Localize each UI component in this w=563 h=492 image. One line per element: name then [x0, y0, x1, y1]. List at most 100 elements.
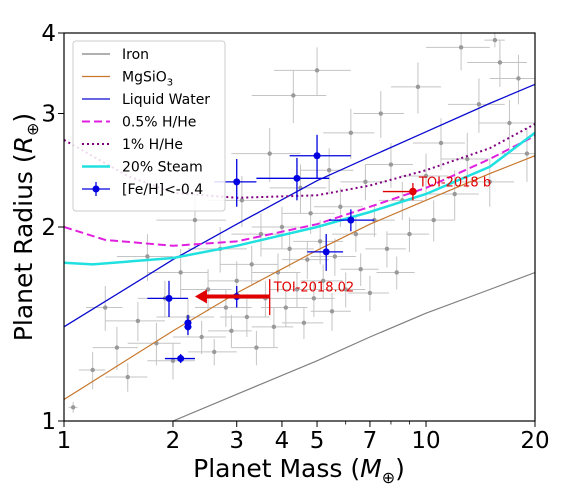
- legend-entry: 0.5% H/He: [122, 115, 196, 131]
- point-marker: [103, 305, 108, 310]
- background-point: [376, 256, 415, 290]
- series-point: [307, 234, 344, 271]
- point-marker: [431, 217, 436, 223]
- composition-curves: [64, 83, 535, 421]
- background-point: [426, 170, 479, 221]
- background-point: [365, 231, 406, 268]
- point-marker: [229, 328, 234, 334]
- background-point: [323, 272, 366, 308]
- y-axis-label: Planet Radius (R⊕): [9, 113, 42, 341]
- background-point: [220, 245, 278, 285]
- point-marker: [70, 405, 76, 410]
- toi-2018-highlights: TOI-2018 b TOI-2018.02: [194, 176, 491, 316]
- x-tick-label: 4: [275, 428, 290, 454]
- point-marker: [234, 278, 239, 284]
- legend-box: [72, 40, 226, 212]
- background-point: [332, 217, 377, 252]
- point-marker: [438, 140, 444, 146]
- point-marker: [135, 318, 141, 324]
- point-marker: [90, 367, 95, 373]
- x-tick-label: 7: [363, 428, 378, 454]
- point-marker: [516, 76, 521, 81]
- background-point: [260, 231, 314, 268]
- series-marker: [177, 355, 185, 363]
- background-point: [180, 269, 232, 312]
- x-tick-label: 5: [310, 428, 325, 454]
- point-marker: [458, 45, 464, 50]
- point-marker: [314, 68, 320, 73]
- point-marker: [384, 246, 390, 252]
- x-axis-label: Planet Mass (M⊕): [193, 454, 405, 487]
- series-point: [184, 318, 192, 335]
- background-point: [260, 289, 308, 327]
- point-marker: [205, 287, 211, 292]
- point-marker: [125, 374, 130, 380]
- point-marker: [497, 60, 503, 65]
- point-marker: [394, 270, 399, 275]
- background-point: [251, 206, 308, 249]
- x-tick-label: 10: [411, 428, 440, 454]
- point-marker: [305, 257, 310, 262]
- background-point: [400, 153, 448, 201]
- background-point: [484, 33, 505, 48]
- y-tick-label: 1: [41, 409, 56, 435]
- point-marker: [332, 254, 338, 259]
- point-marker: [254, 345, 259, 350]
- toi-2018-b-label: TOI-2018 b: [418, 176, 491, 191]
- series-marker: [322, 248, 330, 256]
- background-point: [467, 40, 527, 87]
- point-marker: [283, 305, 289, 310]
- x-tick-label: 20: [520, 428, 549, 454]
- point-marker: [170, 358, 176, 363]
- background-point: [187, 339, 237, 366]
- series-marker: [184, 323, 192, 331]
- background-planets: [68, 33, 535, 413]
- upper-limit-arrowhead: [194, 289, 207, 304]
- background-point: [116, 234, 173, 281]
- point-marker: [267, 151, 272, 156]
- series-marker: [165, 294, 173, 302]
- legend-entry: MgSiO3: [122, 70, 173, 89]
- series-marker: [347, 216, 355, 224]
- point-marker: [291, 93, 296, 98]
- point-marker: [415, 84, 421, 90]
- background-point: [231, 127, 301, 182]
- point-marker: [114, 345, 120, 350]
- point-marker: [423, 173, 429, 179]
- background-point: [323, 108, 375, 160]
- background-point: [300, 264, 344, 299]
- background-point: [447, 78, 505, 133]
- y-tick-label: 4: [41, 21, 56, 47]
- background-point: [310, 238, 356, 276]
- background-point: [273, 47, 351, 96]
- background-point: [441, 132, 490, 188]
- point-marker: [223, 305, 229, 310]
- toi-2018-02-point: TOI-2018.02: [194, 279, 354, 316]
- point-marker: [388, 162, 394, 167]
- series-marker: [233, 178, 241, 186]
- legend: Iron MgSiO3 Liquid Water 0.5% H/He 1% H/He 20…: [72, 40, 226, 212]
- background-point: [281, 307, 324, 340]
- curve-20-steam: [64, 131, 535, 266]
- point-marker: [192, 217, 198, 223]
- point-marker: [249, 262, 254, 267]
- point-marker: [271, 324, 277, 330]
- toi-2018-02-label: TOI-2018.02: [273, 281, 354, 296]
- series-point: [289, 134, 351, 179]
- point-marker: [476, 102, 482, 107]
- legend-entry: Iron: [122, 47, 149, 63]
- point-marker: [343, 287, 348, 292]
- highlight-marker: [409, 187, 417, 196]
- point-marker: [338, 204, 343, 209]
- point-marker: [239, 198, 245, 203]
- legend-entry: [Fe/H]<-0.4: [122, 182, 203, 198]
- point-marker: [199, 334, 204, 340]
- point-marker: [452, 191, 457, 197]
- point-marker: [358, 267, 363, 272]
- point-marker: [317, 239, 323, 244]
- background-point: [269, 272, 321, 308]
- y-tick-label: 2: [41, 215, 56, 241]
- background-point: [92, 326, 138, 370]
- background-point: [348, 275, 389, 312]
